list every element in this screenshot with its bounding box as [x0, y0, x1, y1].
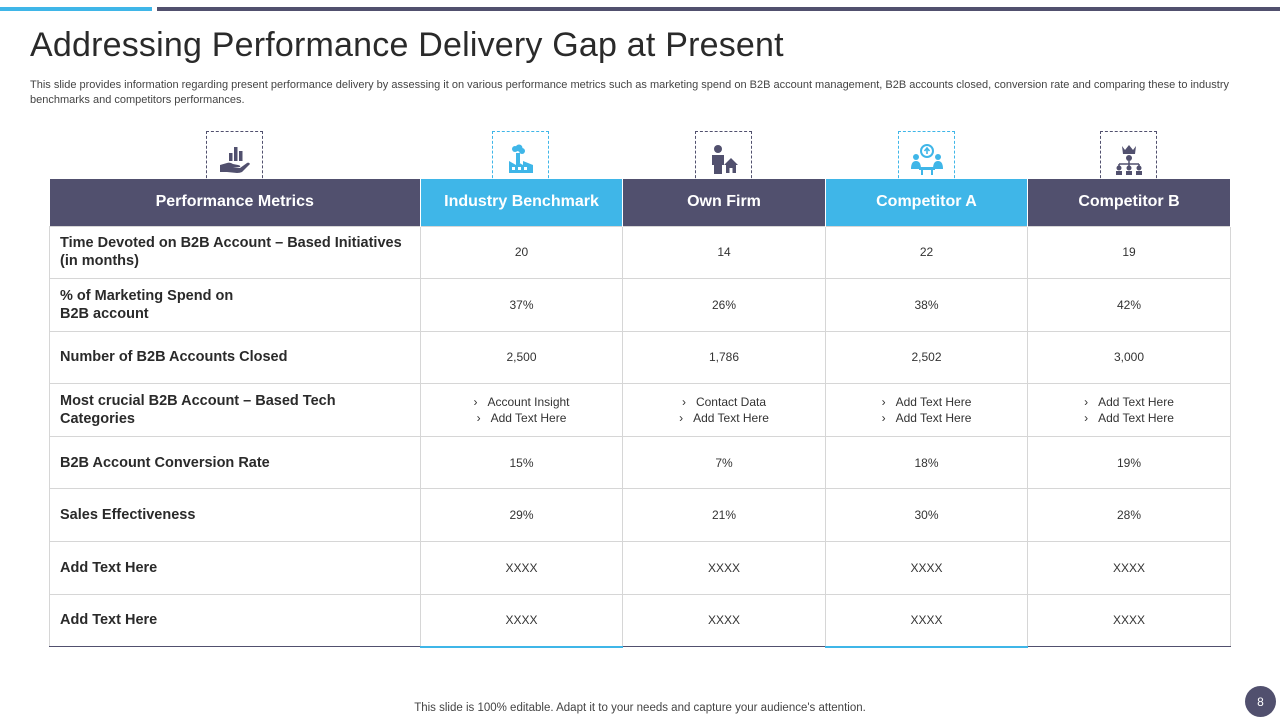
icon-box-own-firm: [695, 131, 752, 188]
chevron-right-icon: ›: [1084, 395, 1089, 410]
chevron-right-icon: ›: [473, 395, 478, 410]
table-cell-bullets: › Contact Data › Add Text Here: [622, 383, 826, 437]
slide-subtitle: This slide provides information regardin…: [30, 79, 1230, 106]
table-row: % of Marketing Spend on B2B account 37% …: [49, 278, 1231, 332]
chevron-right-icon: ›: [881, 411, 886, 426]
top-accent-bar-blue: [0, 7, 152, 11]
table-cell: 14: [622, 225, 826, 280]
table-cell: XXXX: [825, 593, 1028, 648]
table-cell: XXXX: [420, 541, 623, 595]
table-header-row: Performance Metrics Industry Benchmark O…: [49, 179, 1231, 226]
bullet-item: › Contact Data: [681, 395, 767, 410]
metric-label: Number of B2B Accounts Closed: [49, 330, 421, 385]
footer-note: This slide is 100% editable. Adapt it to…: [414, 702, 866, 714]
table-row: Most crucial B2B Account – Based Tech Ca…: [49, 383, 1231, 437]
table-cell: 2,502: [825, 330, 1028, 385]
table-cell: XXXX: [622, 541, 826, 595]
table-cell-bullets: › Add Text Here › Add Text Here: [825, 383, 1028, 437]
table-cell: 3,000: [1027, 330, 1231, 385]
table-row: Sales Effectiveness 29% 21% 30% 28%: [49, 488, 1231, 543]
table-cell: 28%: [1027, 488, 1231, 543]
table-cell-bullets: › Account Insight › Add Text Here: [420, 383, 623, 437]
icon-box-competitor-a: [898, 131, 955, 188]
header-competitor-a: Competitor A: [825, 179, 1028, 226]
slide-title: Addressing Performance Delivery Gap at P…: [30, 26, 784, 64]
bullet-item: › Add Text Here: [881, 395, 972, 410]
table-cell: XXXX: [825, 541, 1028, 595]
table-cell: XXXX: [1027, 593, 1231, 648]
table-cell: XXXX: [1027, 541, 1231, 595]
metric-label-text: % of Marketing Spend on B2B account: [60, 287, 234, 322]
table-row: Time Devoted on B2B Account – Based Init…: [49, 225, 1231, 280]
table-cell: 19: [1027, 225, 1231, 280]
table-cell: 20: [420, 225, 623, 280]
table-cell: 29%: [420, 488, 623, 543]
table-cell: 30%: [825, 488, 1028, 543]
table-cell: 42%: [1027, 278, 1231, 332]
table-cell: 21%: [622, 488, 826, 543]
table-cell: 18%: [825, 435, 1028, 490]
table-row: Add Text Here XXXX XXXX XXXX XXXX: [49, 593, 1231, 648]
performance-table: Performance Metrics Industry Benchmark O…: [49, 179, 1231, 648]
bullet-item: › Add Text Here: [1084, 395, 1174, 410]
table-cell: 22: [825, 225, 1028, 280]
table-cell: 1,786: [622, 330, 826, 385]
table-cell: 2,500: [420, 330, 623, 385]
table-cell: XXXX: [420, 593, 623, 648]
table-cell: 7%: [622, 435, 826, 490]
metric-label: Add Text Here: [49, 541, 421, 595]
chevron-right-icon: ›: [476, 411, 481, 426]
header-performance-metrics: Performance Metrics: [49, 179, 421, 226]
team-meeting-icon: [910, 143, 943, 175]
table-cell: 38%: [825, 278, 1028, 332]
chevron-right-icon: ›: [881, 395, 886, 410]
org-hierarchy-icon: [1115, 144, 1142, 175]
icon-box-performance: [206, 131, 263, 188]
hand-chart-icon: [219, 146, 250, 173]
table-cell-bullets: › Add Text Here › Add Text Here: [1027, 383, 1231, 437]
table-row: Add Text Here XXXX XXXX XXXX XXXX: [49, 541, 1231, 595]
table-row: Number of B2B Accounts Closed 2,500 1,78…: [49, 330, 1231, 385]
metric-label: Sales Effectiveness: [49, 488, 421, 543]
bullet-item: › Add Text Here: [476, 411, 567, 426]
chevron-right-icon: ›: [681, 395, 686, 410]
metric-label-text: Most crucial B2B Account – Based Tech Ca…: [60, 393, 336, 428]
bullet-item: › Account Insight: [473, 395, 570, 410]
chevron-right-icon: ›: [1084, 411, 1089, 426]
header-own-firm: Own Firm: [622, 179, 826, 226]
bullet-item: › Add Text Here: [679, 411, 769, 426]
table-cell: 15%: [420, 435, 623, 490]
chevron-right-icon: ›: [679, 411, 684, 426]
table-cell: 37%: [420, 278, 623, 332]
bullet-item: › Add Text Here: [1084, 411, 1174, 426]
table-row: B2B Account Conversion Rate 15% 7% 18% 1…: [49, 435, 1231, 490]
metric-label: Add Text Here: [49, 593, 421, 648]
factory-icon: [508, 144, 533, 173]
header-competitor-b: Competitor B: [1027, 179, 1231, 226]
metric-label: % of Marketing Spend on B2B account: [49, 278, 421, 332]
top-accent-bar-dark: [157, 7, 1280, 11]
table-cell: 26%: [622, 278, 826, 332]
icon-box-industry: [492, 131, 549, 188]
metric-label: Most crucial B2B Account – Based Tech Ca…: [49, 383, 421, 437]
bullet-item: › Add Text Here: [881, 411, 972, 426]
table-cell: 19%: [1027, 435, 1231, 490]
page-number-badge: 8: [1245, 686, 1276, 717]
metric-label: B2B Account Conversion Rate: [49, 435, 421, 490]
person-home-icon: [711, 144, 738, 174]
header-industry-benchmark: Industry Benchmark: [420, 179, 623, 226]
metric-label: Time Devoted on B2B Account – Based Init…: [49, 225, 421, 280]
icon-box-competitor-b: [1100, 131, 1157, 188]
table-cell: XXXX: [622, 593, 826, 648]
